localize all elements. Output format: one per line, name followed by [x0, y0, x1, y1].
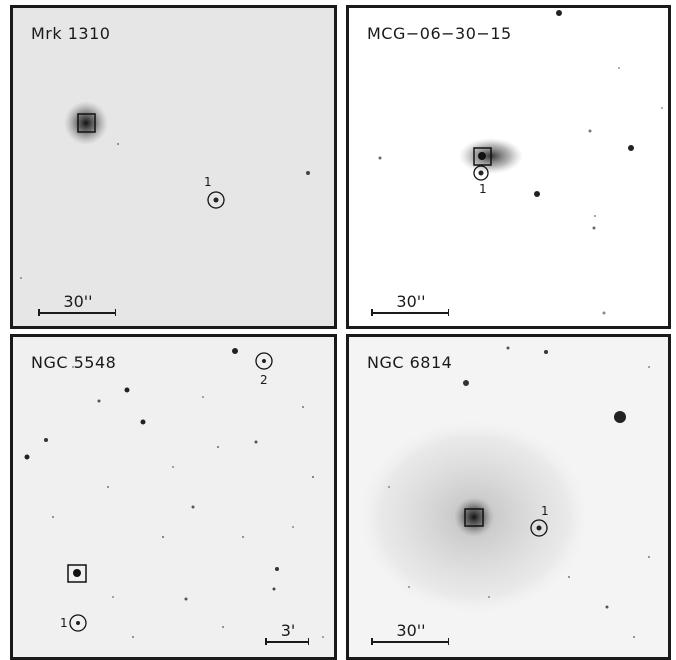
comparison-circle-1 [69, 614, 87, 632]
comparison-star-2 [262, 359, 266, 363]
panel-mcg-06-30-15: MCG−06−30−15 1 30'' [346, 5, 671, 329]
star-field-image [24, 348, 324, 638]
scale-bar-label: 30'' [63, 292, 93, 311]
marker-label-1: 1 [60, 616, 68, 630]
target-box [67, 564, 87, 583]
panel-title: MCG−06−30−15 [367, 24, 512, 43]
marker-label-2: 2 [260, 373, 268, 387]
target-agn [73, 569, 81, 577]
comparison-star-1 [478, 170, 484, 176]
comparison-circle-1 [207, 191, 225, 209]
panel-title: Mrk 1310 [31, 24, 111, 43]
scale-bar-label: 3' [280, 621, 296, 640]
target-agn [454, 497, 494, 537]
marker-label-1: 1 [204, 175, 212, 189]
star-field-image [356, 346, 650, 638]
comparison-star-1 [536, 525, 542, 531]
comparison-circle-2 [255, 352, 273, 370]
comparison-circle-1 [530, 519, 548, 537]
marker-label-1: 1 [479, 182, 487, 196]
scale-bar-label: 30'' [396, 621, 426, 640]
scale-bar-label: 30'' [396, 292, 426, 311]
target-box [473, 147, 492, 166]
comparison-star-1 [213, 197, 219, 203]
panel-mrk-1310: Mrk 1310 1 30'' [10, 5, 337, 329]
star-field-image [378, 10, 663, 315]
target-agn [478, 152, 486, 160]
comparison-star-1 [76, 621, 80, 625]
marker-label-1: 1 [541, 504, 549, 518]
target-agn [64, 101, 108, 145]
star-field-image [20, 101, 310, 279]
comparison-circle-1 [473, 165, 489, 181]
target-box [464, 508, 484, 527]
panel-ngc-5548: NGC 5548 2 1 3' [10, 334, 337, 660]
panel-ngc-6814: NGC 6814 1 30'' [346, 334, 671, 660]
target-box [77, 113, 96, 133]
panel-title: NGC 6814 [367, 353, 453, 372]
panel-title: NGC 5548 [31, 353, 117, 372]
